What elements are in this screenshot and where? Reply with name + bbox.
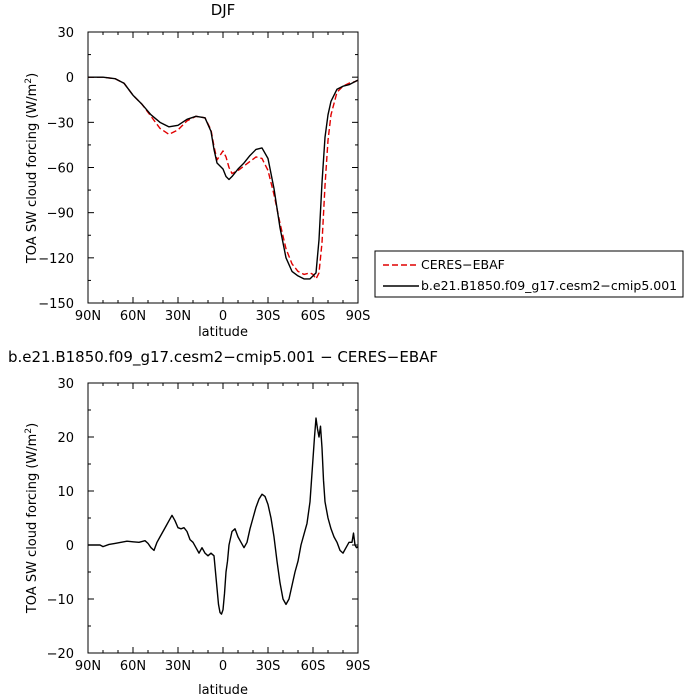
top-y-tick-label: 30 xyxy=(57,26,74,41)
bottom-x-tick-label: 30S xyxy=(256,659,281,674)
top-x-tick-label: 90S xyxy=(346,309,371,324)
bottom-x-tick-label: 90S xyxy=(346,659,371,674)
top-series-line-1 xyxy=(88,76,359,280)
top-chart: DJF 90N 60N 30N 0 30S 60S 90S 30 0 −30 −60 −90 −120 −… xyxy=(24,1,684,340)
top-x-tick-label: 30N xyxy=(165,309,191,324)
bottom-chart: b.e21.B1850.f09_g17.cesm2−cmip5.001 − CE… xyxy=(8,348,438,698)
top-y-tick-label: −120 xyxy=(38,252,74,267)
top-y-tick-label: −90 xyxy=(47,207,74,222)
bottom-y-tick-label: 20 xyxy=(57,431,74,446)
bottom-x-tick-label: 90N xyxy=(75,659,101,674)
top-y-tick-label: −30 xyxy=(47,116,74,131)
legend-label-0: CERES−EBAF xyxy=(421,257,505,272)
top-y-tick-label: −150 xyxy=(38,297,74,312)
top-x-tick-label: 90N xyxy=(75,309,101,324)
top-x-tick-label: 60S xyxy=(301,309,326,324)
top-chart-title: DJF xyxy=(211,1,236,19)
legend-label-1: b.e21.B1850.f09_g17.cesm2−cmip5.001 xyxy=(421,278,677,293)
bottom-x-axis-label: latitude xyxy=(198,683,248,698)
bottom-plot-frame xyxy=(87,382,359,654)
top-y-tick-label: 0 xyxy=(66,71,74,86)
top-y-tick-label: −60 xyxy=(47,162,74,177)
bottom-y-tick-label: 30 xyxy=(57,377,74,392)
top-series-line-0 xyxy=(88,76,359,280)
bottom-chart-title: b.e21.B1850.f09_g17.cesm2−cmip5.001 − CE… xyxy=(8,348,438,367)
bottom-y-tick-label: 10 xyxy=(57,485,74,500)
bottom-x-tick-label: 60S xyxy=(301,659,326,674)
top-x-tick-label: 30S xyxy=(256,309,281,324)
bottom-x-tick-label: 30N xyxy=(165,659,191,674)
top-y-axis-label: TOA SW cloud forcing (W/m2) xyxy=(24,73,40,264)
bottom-y-tick-label: 0 xyxy=(66,539,74,554)
bottom-series-line-0 xyxy=(88,417,359,615)
top-x-tick-label: 0 xyxy=(219,309,227,324)
bottom-x-tick-label: 0 xyxy=(219,659,227,674)
bottom-x-tick-label: 60N xyxy=(120,659,146,674)
top-x-tick-label: 60N xyxy=(120,309,146,324)
legend-box xyxy=(374,250,684,298)
bottom-y-tick-label: −10 xyxy=(47,593,74,608)
top-x-axis-label: latitude xyxy=(198,325,248,340)
bottom-y-axis-label: TOA SW cloud forcing (W/m2) xyxy=(24,423,40,614)
bottom-y-tick-label: −20 xyxy=(47,647,74,662)
top-legend: CERES−EBAF b.e21.B1850.f09_g17.cesm2−cmip… xyxy=(374,250,684,298)
